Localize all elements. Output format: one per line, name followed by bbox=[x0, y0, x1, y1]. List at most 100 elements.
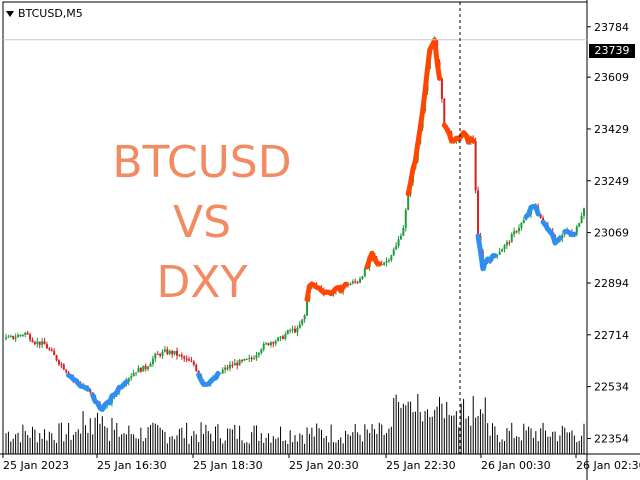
price-tick-label: 23609 bbox=[594, 71, 629, 84]
candle-body bbox=[274, 341, 277, 344]
candle-body bbox=[443, 98, 446, 126]
candle-body bbox=[89, 389, 92, 393]
candle-body bbox=[151, 358, 154, 364]
candle-body bbox=[440, 78, 443, 99]
candle-body bbox=[38, 341, 41, 345]
candle-body bbox=[395, 245, 398, 250]
candle-body bbox=[351, 281, 354, 284]
candle-body bbox=[168, 350, 171, 354]
time-tick-label: 26 Jan 02:30 bbox=[576, 459, 640, 472]
candle-body bbox=[255, 355, 258, 359]
candle-body bbox=[513, 231, 516, 235]
chevron-down-icon[interactable] bbox=[6, 10, 14, 17]
price-tick-label: 23249 bbox=[594, 175, 629, 188]
candle-body bbox=[281, 336, 284, 339]
candle-body bbox=[60, 364, 63, 366]
candle-body bbox=[277, 337, 280, 342]
candle-body bbox=[55, 355, 58, 361]
indicator-segment bbox=[405, 88, 428, 197]
overlay-title-line1: BTCUSD VS bbox=[112, 137, 292, 248]
candle-body bbox=[24, 332, 27, 335]
candle-body bbox=[19, 335, 22, 337]
candle-body bbox=[147, 366, 150, 370]
candle-body bbox=[296, 327, 299, 333]
indicator-segment bbox=[540, 219, 563, 246]
candle-body bbox=[163, 349, 166, 352]
candle-body bbox=[561, 234, 564, 239]
candle-body bbox=[166, 349, 169, 354]
candle-body bbox=[539, 214, 542, 219]
candle-body bbox=[154, 353, 157, 359]
time-tick-label: 25 Jan 18:30 bbox=[193, 459, 263, 472]
candle-body bbox=[383, 262, 386, 265]
candle-body bbox=[12, 335, 15, 339]
candle-body bbox=[517, 227, 520, 232]
time-tick-label: 25 Jan 20:30 bbox=[289, 459, 359, 472]
candle-body bbox=[149, 363, 152, 367]
candle-body bbox=[130, 376, 133, 379]
candle-body bbox=[36, 341, 39, 344]
candle-body bbox=[236, 362, 239, 366]
indicator-segment bbox=[66, 372, 91, 392]
candle-body bbox=[284, 334, 287, 339]
candle-body bbox=[407, 193, 410, 210]
candle-body bbox=[390, 255, 393, 261]
candle-body bbox=[245, 358, 248, 360]
indicator-segment bbox=[331, 281, 349, 294]
price-tick-label: 23784 bbox=[594, 21, 629, 34]
candle-body bbox=[142, 365, 145, 372]
candle-body bbox=[127, 378, 130, 382]
candle-body bbox=[57, 360, 60, 365]
candle-body bbox=[399, 235, 402, 240]
candle-body bbox=[135, 372, 138, 374]
candle-body bbox=[301, 319, 304, 325]
time-tick-label: 25 Jan 22:30 bbox=[386, 459, 456, 472]
candle-body bbox=[178, 354, 181, 356]
candle-body bbox=[41, 341, 44, 345]
candle-body bbox=[7, 336, 10, 338]
candle-body bbox=[279, 336, 282, 338]
candle-body bbox=[248, 357, 251, 359]
candle-body bbox=[33, 342, 36, 344]
candle-body bbox=[404, 209, 407, 228]
candle-body bbox=[9, 335, 12, 337]
candle-body bbox=[402, 227, 405, 236]
candle-body bbox=[231, 364, 234, 366]
candle-body bbox=[195, 364, 198, 371]
candle-body bbox=[241, 360, 244, 362]
candle-body bbox=[289, 330, 292, 332]
candle-body bbox=[159, 354, 162, 356]
indicator-segment bbox=[475, 233, 498, 272]
candle-body bbox=[397, 239, 400, 246]
indicator-segment bbox=[90, 379, 129, 412]
candle-body bbox=[132, 373, 135, 377]
candle-body bbox=[139, 367, 142, 372]
candle-body bbox=[298, 324, 301, 328]
candle-body bbox=[250, 357, 253, 360]
candle-body bbox=[508, 242, 511, 244]
candle-body bbox=[363, 268, 366, 277]
price-tick-label: 22894 bbox=[594, 277, 629, 290]
indicator-segment bbox=[364, 250, 382, 270]
candle-body bbox=[190, 360, 193, 362]
candle-body bbox=[349, 283, 352, 286]
candle-body bbox=[221, 369, 224, 374]
candle-body bbox=[583, 208, 585, 216]
candle-body bbox=[303, 315, 306, 320]
candle-body bbox=[385, 261, 388, 263]
indicator-segment bbox=[422, 37, 442, 94]
candle-body bbox=[354, 281, 357, 283]
candle-body bbox=[503, 245, 506, 250]
candle-body bbox=[272, 342, 275, 344]
candle-body bbox=[17, 335, 20, 338]
candle-body bbox=[192, 361, 195, 365]
overlay-title-line2: DXY bbox=[156, 257, 248, 308]
candle-body bbox=[520, 223, 523, 228]
candle-body bbox=[265, 343, 268, 345]
candle-body bbox=[188, 359, 191, 361]
candle-body bbox=[43, 341, 46, 345]
symbol-header[interactable]: BTCUSD,M5 bbox=[6, 7, 83, 20]
candle-body bbox=[5, 337, 7, 339]
